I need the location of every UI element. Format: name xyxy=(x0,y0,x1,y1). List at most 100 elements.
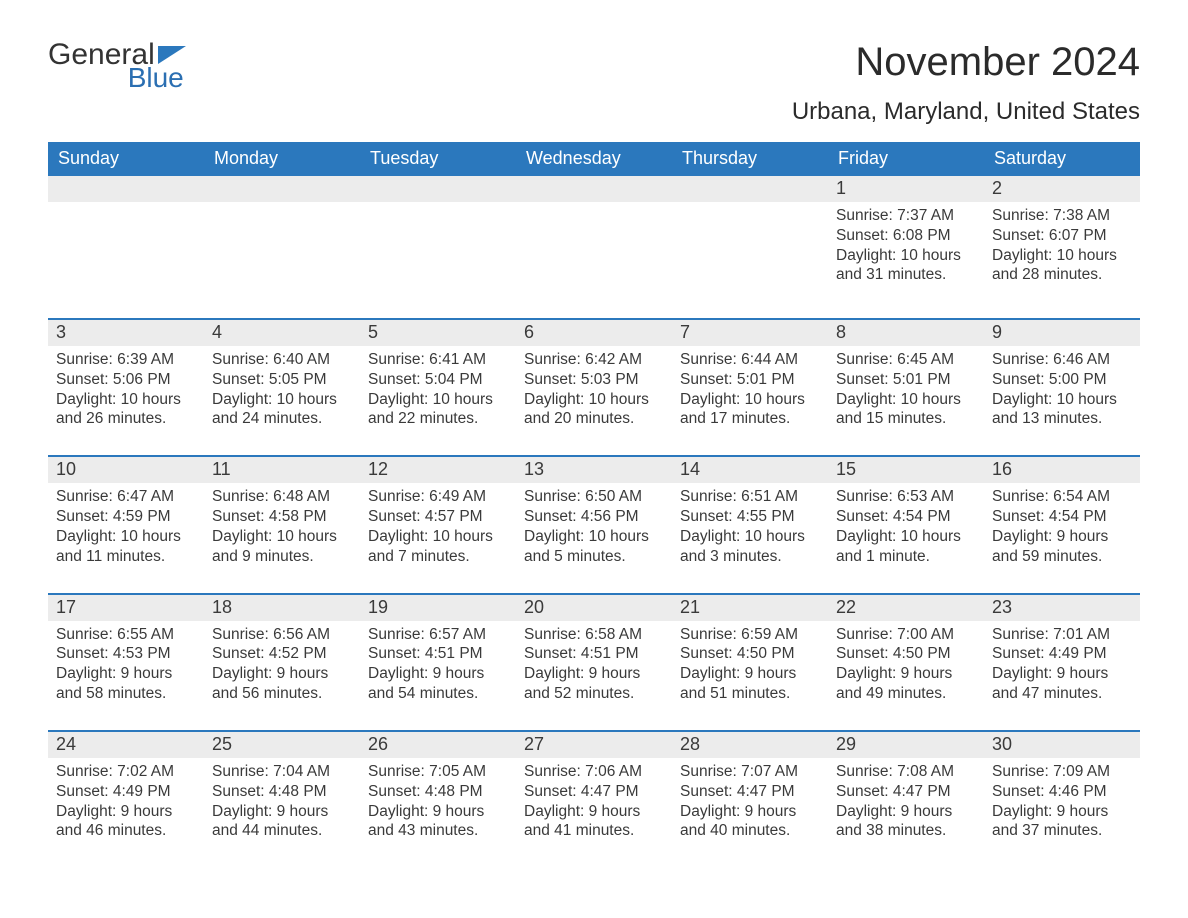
sunrise-text: Sunrise: 6:55 AM xyxy=(56,625,196,645)
calendar-week: 17Sunrise: 6:55 AMSunset: 4:53 PMDayligh… xyxy=(48,593,1140,708)
day-number: 13 xyxy=(516,457,672,483)
calendar-day: 21Sunrise: 6:59 AMSunset: 4:50 PMDayligh… xyxy=(672,595,828,708)
calendar-day: 8Sunrise: 6:45 AMSunset: 5:01 PMDaylight… xyxy=(828,320,984,433)
calendar-week: 1Sunrise: 7:37 AMSunset: 6:08 PMDaylight… xyxy=(48,176,1140,296)
day-number: 21 xyxy=(672,595,828,621)
day-details: Sunrise: 6:51 AMSunset: 4:55 PMDaylight:… xyxy=(672,483,828,566)
sunrise-text: Sunrise: 7:02 AM xyxy=(56,762,196,782)
day-number: 8 xyxy=(828,320,984,346)
day-number: 10 xyxy=(48,457,204,483)
day-number: 25 xyxy=(204,732,360,758)
calendar-day: 26Sunrise: 7:05 AMSunset: 4:48 PMDayligh… xyxy=(360,732,516,845)
sunset-text: Sunset: 4:53 PM xyxy=(56,644,196,664)
day-number: 23 xyxy=(984,595,1140,621)
sunrise-text: Sunrise: 7:00 AM xyxy=(836,625,976,645)
daylight-text: Daylight: 9 hours and 41 minutes. xyxy=(524,802,664,842)
sunrise-text: Sunrise: 6:53 AM xyxy=(836,487,976,507)
sunrise-text: Sunrise: 6:49 AM xyxy=(368,487,508,507)
daylight-text: Daylight: 10 hours and 15 minutes. xyxy=(836,390,976,430)
calendar-day: 29Sunrise: 7:08 AMSunset: 4:47 PMDayligh… xyxy=(828,732,984,845)
day-number: 20 xyxy=(516,595,672,621)
day-details: Sunrise: 6:56 AMSunset: 4:52 PMDaylight:… xyxy=(204,621,360,704)
page-title: November 2024 xyxy=(855,40,1140,85)
day-details: Sunrise: 6:55 AMSunset: 4:53 PMDaylight:… xyxy=(48,621,204,704)
day-number: 24 xyxy=(48,732,204,758)
sunrise-text: Sunrise: 7:06 AM xyxy=(524,762,664,782)
daylight-text: Daylight: 9 hours and 38 minutes. xyxy=(836,802,976,842)
calendar-day: 24Sunrise: 7:02 AMSunset: 4:49 PMDayligh… xyxy=(48,732,204,845)
sunset-text: Sunset: 4:51 PM xyxy=(368,644,508,664)
sunset-text: Sunset: 4:49 PM xyxy=(992,644,1132,664)
day-details: Sunrise: 7:06 AMSunset: 4:47 PMDaylight:… xyxy=(516,758,672,841)
calendar-day: 27Sunrise: 7:06 AMSunset: 4:47 PMDayligh… xyxy=(516,732,672,845)
day-details: Sunrise: 7:00 AMSunset: 4:50 PMDaylight:… xyxy=(828,621,984,704)
day-details: Sunrise: 7:04 AMSunset: 4:48 PMDaylight:… xyxy=(204,758,360,841)
calendar-day: 13Sunrise: 6:50 AMSunset: 4:56 PMDayligh… xyxy=(516,457,672,570)
daylight-text: Daylight: 10 hours and 20 minutes. xyxy=(524,390,664,430)
day-number: 15 xyxy=(828,457,984,483)
daylight-text: Daylight: 10 hours and 22 minutes. xyxy=(368,390,508,430)
daylight-text: Daylight: 9 hours and 49 minutes. xyxy=(836,664,976,704)
day-details: Sunrise: 7:05 AMSunset: 4:48 PMDaylight:… xyxy=(360,758,516,841)
daylight-text: Daylight: 9 hours and 56 minutes. xyxy=(212,664,352,704)
sunset-text: Sunset: 4:46 PM xyxy=(992,782,1132,802)
sunrise-text: Sunrise: 6:57 AM xyxy=(368,625,508,645)
sunrise-text: Sunrise: 7:37 AM xyxy=(836,206,976,226)
day-details: Sunrise: 6:54 AMSunset: 4:54 PMDaylight:… xyxy=(984,483,1140,566)
sunset-text: Sunset: 4:48 PM xyxy=(212,782,352,802)
daylight-text: Daylight: 10 hours and 1 minute. xyxy=(836,527,976,567)
calendar-day: 7Sunrise: 6:44 AMSunset: 5:01 PMDaylight… xyxy=(672,320,828,433)
sunset-text: Sunset: 5:00 PM xyxy=(992,370,1132,390)
day-number: 26 xyxy=(360,732,516,758)
day-number: 7 xyxy=(672,320,828,346)
day-number: 16 xyxy=(984,457,1140,483)
header: General Blue November 2024 xyxy=(48,40,1140,92)
sunset-text: Sunset: 6:07 PM xyxy=(992,226,1132,246)
day-number: 18 xyxy=(204,595,360,621)
calendar-day: 25Sunrise: 7:04 AMSunset: 4:48 PMDayligh… xyxy=(204,732,360,845)
sunset-text: Sunset: 5:01 PM xyxy=(836,370,976,390)
day-details: Sunrise: 7:07 AMSunset: 4:47 PMDaylight:… xyxy=(672,758,828,841)
daylight-text: Daylight: 9 hours and 40 minutes. xyxy=(680,802,820,842)
day-details: Sunrise: 6:49 AMSunset: 4:57 PMDaylight:… xyxy=(360,483,516,566)
calendar-week: 3Sunrise: 6:39 AMSunset: 5:06 PMDaylight… xyxy=(48,318,1140,433)
day-number: 17 xyxy=(48,595,204,621)
sunset-text: Sunset: 4:50 PM xyxy=(836,644,976,664)
daylight-text: Daylight: 9 hours and 51 minutes. xyxy=(680,664,820,704)
day-details: Sunrise: 7:08 AMSunset: 4:47 PMDaylight:… xyxy=(828,758,984,841)
daylight-text: Daylight: 10 hours and 5 minutes. xyxy=(524,527,664,567)
day-details: Sunrise: 7:09 AMSunset: 4:46 PMDaylight:… xyxy=(984,758,1140,841)
calendar-day: 6Sunrise: 6:42 AMSunset: 5:03 PMDaylight… xyxy=(516,320,672,433)
daylight-text: Daylight: 9 hours and 44 minutes. xyxy=(212,802,352,842)
calendar-week: 24Sunrise: 7:02 AMSunset: 4:49 PMDayligh… xyxy=(48,730,1140,845)
sunset-text: Sunset: 4:51 PM xyxy=(524,644,664,664)
day-details: Sunrise: 6:59 AMSunset: 4:50 PMDaylight:… xyxy=(672,621,828,704)
location-subtitle: Urbana, Maryland, United States xyxy=(48,98,1140,126)
sunrise-text: Sunrise: 7:05 AM xyxy=(368,762,508,782)
sunset-text: Sunset: 4:54 PM xyxy=(836,507,976,527)
calendar-day: 14Sunrise: 6:51 AMSunset: 4:55 PMDayligh… xyxy=(672,457,828,570)
sunset-text: Sunset: 6:08 PM xyxy=(836,226,976,246)
sunset-text: Sunset: 4:58 PM xyxy=(212,507,352,527)
calendar-day: 4Sunrise: 6:40 AMSunset: 5:05 PMDaylight… xyxy=(204,320,360,433)
dow-saturday: Saturday xyxy=(984,142,1140,176)
calendar-day: 3Sunrise: 6:39 AMSunset: 5:06 PMDaylight… xyxy=(48,320,204,433)
sunrise-text: Sunrise: 7:38 AM xyxy=(992,206,1132,226)
day-details: Sunrise: 6:46 AMSunset: 5:00 PMDaylight:… xyxy=(984,346,1140,429)
daylight-text: Daylight: 9 hours and 47 minutes. xyxy=(992,664,1132,704)
dow-sunday: Sunday xyxy=(48,142,204,176)
day-details: Sunrise: 6:41 AMSunset: 5:04 PMDaylight:… xyxy=(360,346,516,429)
sunrise-text: Sunrise: 7:08 AM xyxy=(836,762,976,782)
sunset-text: Sunset: 4:52 PM xyxy=(212,644,352,664)
day-number: 19 xyxy=(360,595,516,621)
day-number: 27 xyxy=(516,732,672,758)
daylight-text: Daylight: 10 hours and 7 minutes. xyxy=(368,527,508,567)
day-details: Sunrise: 6:47 AMSunset: 4:59 PMDaylight:… xyxy=(48,483,204,566)
daylight-text: Daylight: 10 hours and 13 minutes. xyxy=(992,390,1132,430)
day-details: Sunrise: 7:37 AMSunset: 6:08 PMDaylight:… xyxy=(828,202,984,285)
day-details: Sunrise: 6:39 AMSunset: 5:06 PMDaylight:… xyxy=(48,346,204,429)
day-number: 22 xyxy=(828,595,984,621)
daylight-text: Daylight: 10 hours and 28 minutes. xyxy=(992,246,1132,286)
daylight-text: Daylight: 9 hours and 52 minutes. xyxy=(524,664,664,704)
sunrise-text: Sunrise: 7:04 AM xyxy=(212,762,352,782)
